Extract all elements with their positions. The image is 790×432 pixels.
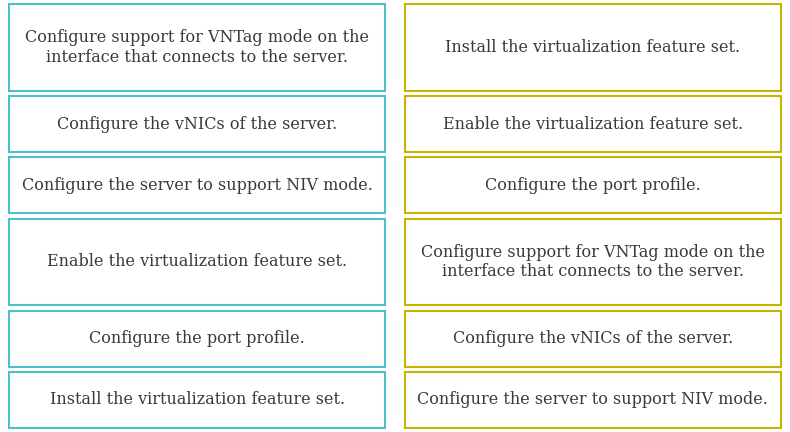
FancyBboxPatch shape — [404, 96, 781, 152]
FancyBboxPatch shape — [9, 311, 386, 366]
FancyBboxPatch shape — [404, 372, 781, 428]
Text: Configure the server to support NIV mode.: Configure the server to support NIV mode… — [417, 391, 768, 408]
Text: Configure support for VNTag mode on the
interface that connects to the server.: Configure support for VNTag mode on the … — [25, 29, 369, 66]
FancyBboxPatch shape — [9, 157, 386, 213]
Text: Configure support for VNTag mode on the
interface that connects to the server.: Configure support for VNTag mode on the … — [421, 244, 765, 280]
FancyBboxPatch shape — [9, 372, 386, 428]
Text: Configure the port profile.: Configure the port profile. — [485, 177, 701, 194]
Text: Configure the server to support NIV mode.: Configure the server to support NIV mode… — [22, 177, 373, 194]
Text: Install the virtualization feature set.: Install the virtualization feature set. — [50, 391, 345, 408]
FancyBboxPatch shape — [9, 219, 386, 305]
Text: Configure the port profile.: Configure the port profile. — [89, 330, 305, 347]
FancyBboxPatch shape — [404, 311, 781, 366]
FancyBboxPatch shape — [404, 157, 781, 213]
Text: Configure the vNICs of the server.: Configure the vNICs of the server. — [57, 116, 337, 133]
Text: Configure the vNICs of the server.: Configure the vNICs of the server. — [453, 330, 733, 347]
FancyBboxPatch shape — [9, 96, 386, 152]
Text: Enable the virtualization feature set.: Enable the virtualization feature set. — [47, 254, 348, 270]
Text: Enable the virtualization feature set.: Enable the virtualization feature set. — [442, 116, 743, 133]
FancyBboxPatch shape — [404, 219, 781, 305]
FancyBboxPatch shape — [9, 4, 386, 91]
FancyBboxPatch shape — [404, 4, 781, 91]
Text: Install the virtualization feature set.: Install the virtualization feature set. — [445, 39, 740, 56]
